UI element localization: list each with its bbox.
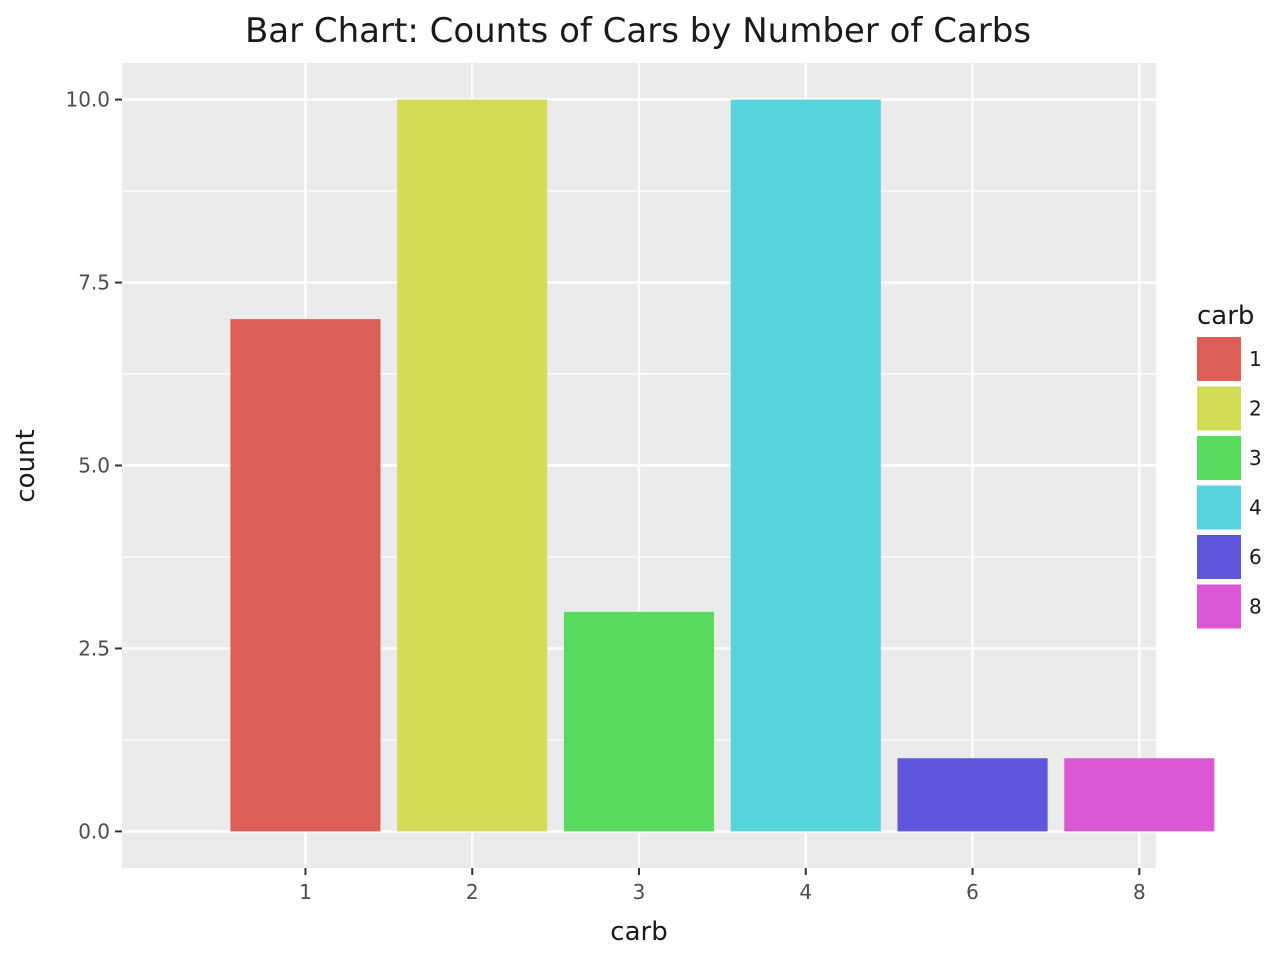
legend-title: carb — [1197, 301, 1254, 331]
y-axis: 0.0 2.5 5.0 7.5 10.0 — [65, 88, 122, 843]
bar-carb-1 — [230, 319, 381, 832]
x-tick-label: 6 — [966, 880, 979, 904]
legend-label-2: 2 — [1249, 397, 1262, 421]
legend-label-4: 4 — [1249, 496, 1262, 520]
legend-label-6: 6 — [1249, 545, 1262, 569]
chart-title: Bar Chart: Counts of Cars by Number of C… — [245, 11, 1031, 51]
legend: carb 1 2 3 4 6 8 — [1197, 301, 1262, 629]
bars — [230, 99, 1215, 832]
y-tick-label: 10.0 — [65, 88, 110, 112]
x-tick-label: 1 — [299, 880, 312, 904]
legend-swatch-1 — [1197, 337, 1241, 381]
legend-items: 1 2 3 4 6 8 — [1197, 337, 1262, 629]
y-tick-label: 2.5 — [78, 636, 110, 660]
legend-swatch-4 — [1197, 485, 1241, 530]
legend-label-8: 8 — [1249, 595, 1262, 619]
y-axis-title: count — [11, 429, 41, 502]
x-tick-label: 4 — [799, 880, 812, 904]
bar-carb-2 — [397, 99, 548, 832]
legend-swatch-6 — [1197, 535, 1241, 579]
y-tick-label: 0.0 — [78, 819, 110, 843]
legend-label-1: 1 — [1249, 347, 1262, 371]
legend-swatch-3 — [1197, 436, 1241, 480]
x-tick-label: 2 — [466, 880, 479, 904]
bar-carb-4 — [730, 99, 881, 832]
legend-label-3: 3 — [1249, 446, 1262, 470]
x-axis: 1 2 3 4 6 8 — [299, 868, 1146, 904]
x-tick-label: 3 — [633, 880, 646, 904]
bar-carb-3 — [563, 611, 715, 832]
x-tick-label: 8 — [1133, 880, 1146, 904]
bar-carb-6 — [897, 758, 1048, 832]
y-tick-label: 5.0 — [78, 454, 110, 478]
y-tick-label: 7.5 — [78, 271, 110, 295]
legend-swatch-8 — [1197, 584, 1241, 629]
x-axis-title: carb — [610, 917, 667, 947]
legend-swatch-2 — [1197, 386, 1241, 431]
bar-carb-8 — [1064, 758, 1215, 832]
